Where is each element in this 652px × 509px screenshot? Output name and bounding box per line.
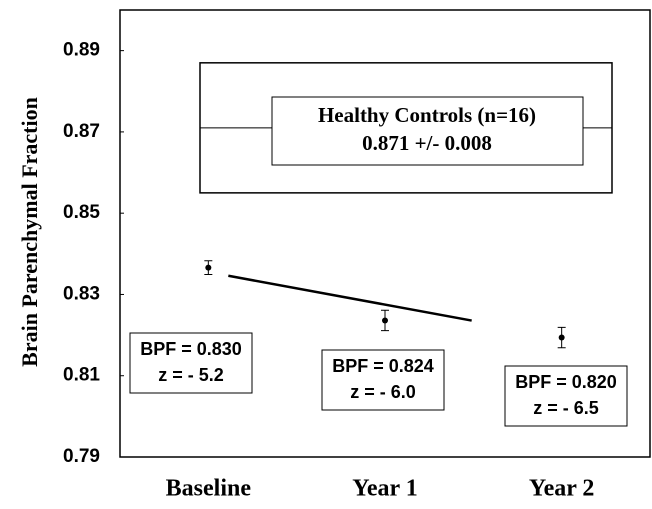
annotation-text: BPF = 0.820 [515,372,617,392]
y-tick-label: 0.79 [63,446,100,467]
annotation-text: BPF = 0.824 [332,356,434,376]
controls-box [271,96,584,166]
y-tick-label: 0.85 [63,202,100,223]
point [382,317,388,324]
controls-text: Healthy Controls (n=16) [318,103,536,127]
point [205,264,212,271]
y-tick-label: 0.87 [63,121,100,142]
y-tick-label: 0.89 [63,40,100,61]
plot-frame [119,9,651,458]
annotation-box [321,349,445,411]
annotation-text: z = - 5.2 [158,365,224,385]
y-tick-label: 0.81 [63,365,100,386]
annotation-box [129,332,253,394]
annotation-text: z = - 6.0 [350,382,416,402]
x-tick-label: Year 1 [352,476,418,502]
y-tick-label: 0.83 [63,283,100,304]
y-axis-label: Brain Parenchymal Fraction [17,97,42,367]
annotation-text: z = - 6.5 [533,398,599,418]
annotation-text: BPF = 0.830 [140,339,242,359]
x-tick-label: Year 2 [529,476,595,502]
x-tick-label: Baseline [166,476,252,502]
controls-text: 0.871 +/- 0.008 [362,131,492,155]
point [558,334,565,341]
annotation-box [504,365,628,427]
trend-line [228,274,472,322]
